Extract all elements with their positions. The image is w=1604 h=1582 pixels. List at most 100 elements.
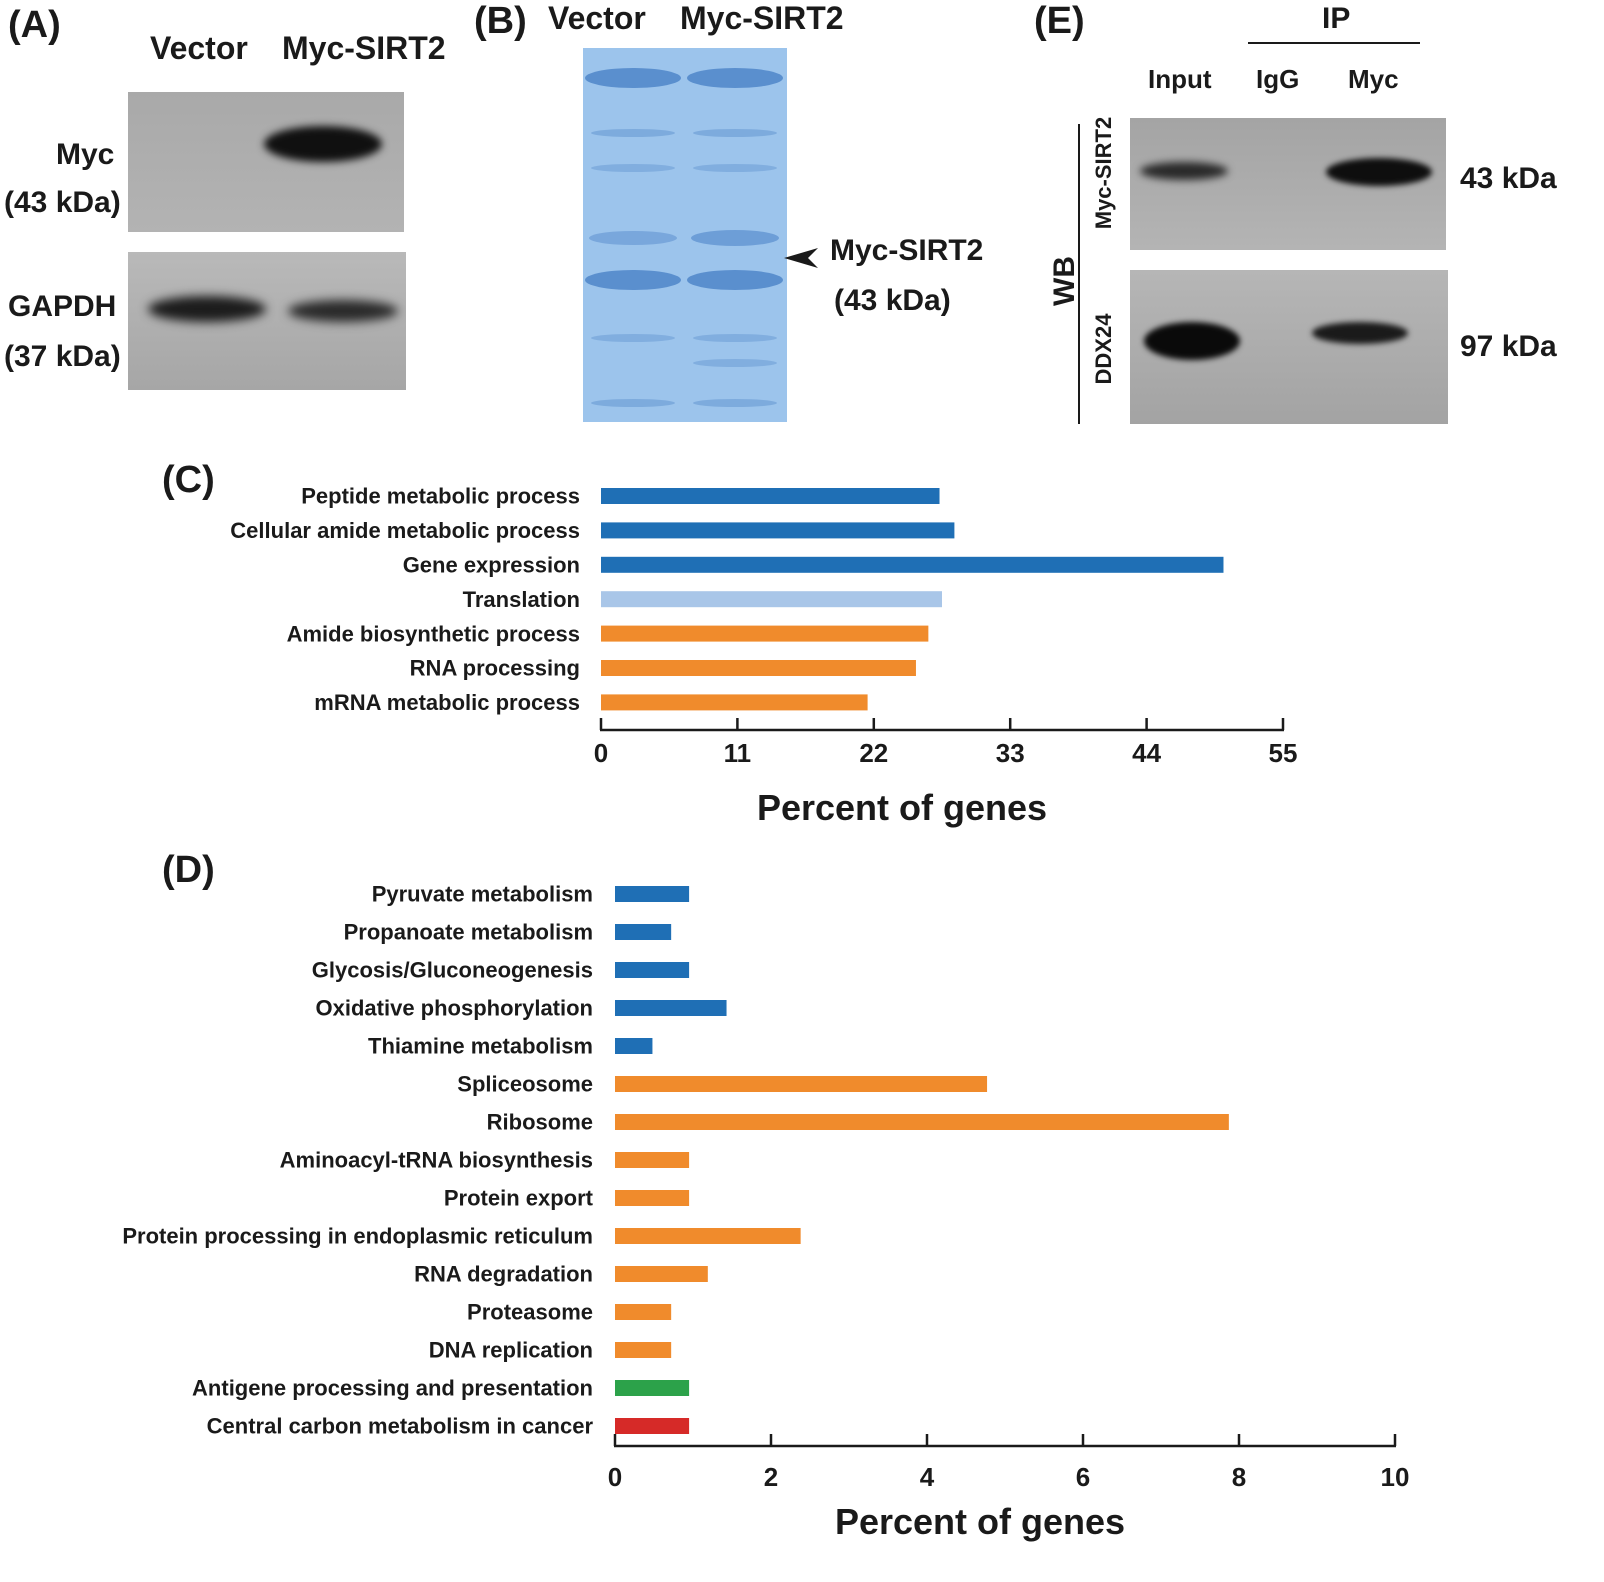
bar: [615, 1380, 690, 1396]
panel-e-wb-label: WB: [1047, 256, 1081, 306]
x-tick-label: 6: [1076, 1462, 1090, 1492]
category-label: Proteasome: [467, 1300, 593, 1325]
category-label: Glycosis/Gluconeogenesis: [312, 958, 593, 983]
x-tick-label: 33: [996, 738, 1025, 768]
ip-underline: [1248, 42, 1420, 44]
panel-b-label: (B): [474, 0, 527, 42]
bar: [615, 1038, 653, 1054]
bar: [615, 1342, 672, 1358]
chart-d-x-ticks: 0 2 4 6 8 10: [608, 1434, 1410, 1492]
x-tick-label: 44: [1132, 738, 1161, 768]
panel-e-ip-label: IP: [1322, 2, 1351, 35]
gel-bands: [585, 68, 783, 407]
panel-a-myc-size: (43 kDa): [4, 186, 121, 219]
gel-band: [591, 164, 675, 172]
category-label: Translation: [463, 587, 580, 612]
gel-band: [589, 231, 677, 245]
gel-band: [693, 129, 777, 137]
bar: [615, 1304, 672, 1320]
category-label: RNA degradation: [414, 1262, 593, 1287]
panel-a-lane-vector: Vector: [150, 30, 248, 66]
gel-lane-myc-sirt2: [687, 68, 783, 407]
chart-d-x-axis-label: Percent of genes: [835, 1501, 1125, 1542]
category-label: Cellular amide metabolic process: [230, 518, 580, 543]
chart-d-panel-label: (D): [162, 849, 215, 891]
panel-a-gapdh-size: (37 kDa): [4, 340, 121, 373]
category-label: Gene expression: [403, 553, 580, 578]
gel-lane-vector: [585, 68, 681, 407]
bar: [601, 625, 929, 642]
panel-a-myc-name: Myc: [56, 138, 115, 171]
bar: [615, 1418, 690, 1434]
panel-e-label: (E): [1034, 0, 1085, 42]
myc-sirt2-ip-blot-image: [1130, 118, 1446, 250]
bar: [615, 1228, 801, 1244]
arrowhead-icon: [784, 248, 818, 268]
bar: [601, 694, 868, 711]
category-label: Thiamine metabolism: [368, 1034, 593, 1059]
gel-band: [693, 164, 777, 172]
category-label: Antigene processing and presentation: [192, 1376, 593, 1401]
category-label: Spliceosome: [457, 1072, 593, 1097]
panel-e-lane-myc: Myc: [1348, 64, 1399, 94]
panel-b-lane-vector: Vector: [548, 0, 646, 36]
category-label: Pyruvate metabolism: [372, 882, 593, 907]
bar: [601, 488, 940, 504]
panel-e-blot-ddx24-name: DDX24: [1091, 313, 1116, 385]
x-tick-label: 22: [859, 738, 888, 768]
category-label: DNA replication: [429, 1338, 593, 1363]
panel-e-size-97: 97 kDa: [1460, 330, 1557, 363]
panel-e-blot-myc-sirt2-name: Myc-SIRT2: [1091, 116, 1116, 230]
chart-d-bars: [615, 886, 1229, 1434]
gel-band-myc-sirt2: [691, 230, 779, 246]
category-label: Oxidative phosphorylation: [316, 996, 593, 1021]
panel-a-lane-myc-sirt2: Myc-SIRT2: [282, 30, 446, 66]
panel-b-arrow-size: (43 kDa): [834, 284, 951, 317]
gel-band: [585, 270, 681, 290]
bar: [601, 660, 916, 676]
gel-band: [591, 399, 675, 407]
panel-b-arrow-label: Myc-SIRT2: [830, 234, 984, 267]
chart-c-x-ticks: 0 11 22 33 44 55: [594, 718, 1297, 768]
x-tick-label: 0: [608, 1462, 622, 1492]
gapdh-band-myc-sirt2: [288, 300, 398, 322]
gel-band: [693, 334, 777, 342]
panel-e-lane-igg: IgG: [1256, 64, 1300, 94]
myc-band: [264, 126, 382, 162]
gel-band: [585, 68, 681, 88]
x-tick-label: 10: [1381, 1462, 1410, 1492]
myc-ip-band: [1326, 158, 1432, 186]
category-label: Amide biosynthetic process: [287, 621, 580, 646]
bar: [615, 1266, 708, 1282]
x-tick-label: 4: [920, 1462, 935, 1492]
x-tick-label: 11: [724, 738, 752, 768]
chart-d: (D) Pyruvate metabolism Propanoate metabo…: [122, 849, 1410, 1542]
category-label: Protein processing in endoplasmic reticu…: [122, 1224, 593, 1249]
gapdh-band-vector: [148, 296, 266, 322]
panel-e-lane-input: Input: [1148, 64, 1212, 94]
bar: [615, 924, 672, 940]
myc-blot-image: [128, 92, 404, 232]
panel-e-size-43: 43 kDa: [1460, 162, 1557, 195]
input-band: [1140, 162, 1228, 180]
panel-a-label: (A): [8, 4, 61, 46]
ddx24-ip-blot-image: [1130, 270, 1448, 424]
wb-bracket-line: [1078, 124, 1080, 424]
bar: [601, 591, 942, 608]
bar: [615, 1114, 1229, 1130]
panel-a-gapdh-name: GAPDH: [8, 290, 117, 323]
gel-band: [687, 270, 783, 290]
category-label: Protein export: [444, 1186, 594, 1211]
chart-c-category-labels: Peptide metabolic process Cellular amide …: [230, 484, 580, 715]
category-label: Peptide metabolic process: [301, 484, 580, 509]
ddx24-input-band: [1144, 322, 1240, 360]
category-label: Ribosome: [487, 1110, 593, 1135]
x-tick-label: 2: [764, 1462, 778, 1492]
category-label: Aminoacyl-tRNA biosynthesis: [280, 1148, 593, 1173]
category-label: Propanoate metabolism: [344, 920, 593, 945]
bar: [615, 1190, 690, 1206]
panel-b-lane-myc-sirt2: Myc-SIRT2: [680, 0, 844, 36]
gel-band: [687, 68, 783, 88]
category-label: mRNA metabolic process: [314, 690, 580, 715]
bar: [615, 962, 690, 978]
